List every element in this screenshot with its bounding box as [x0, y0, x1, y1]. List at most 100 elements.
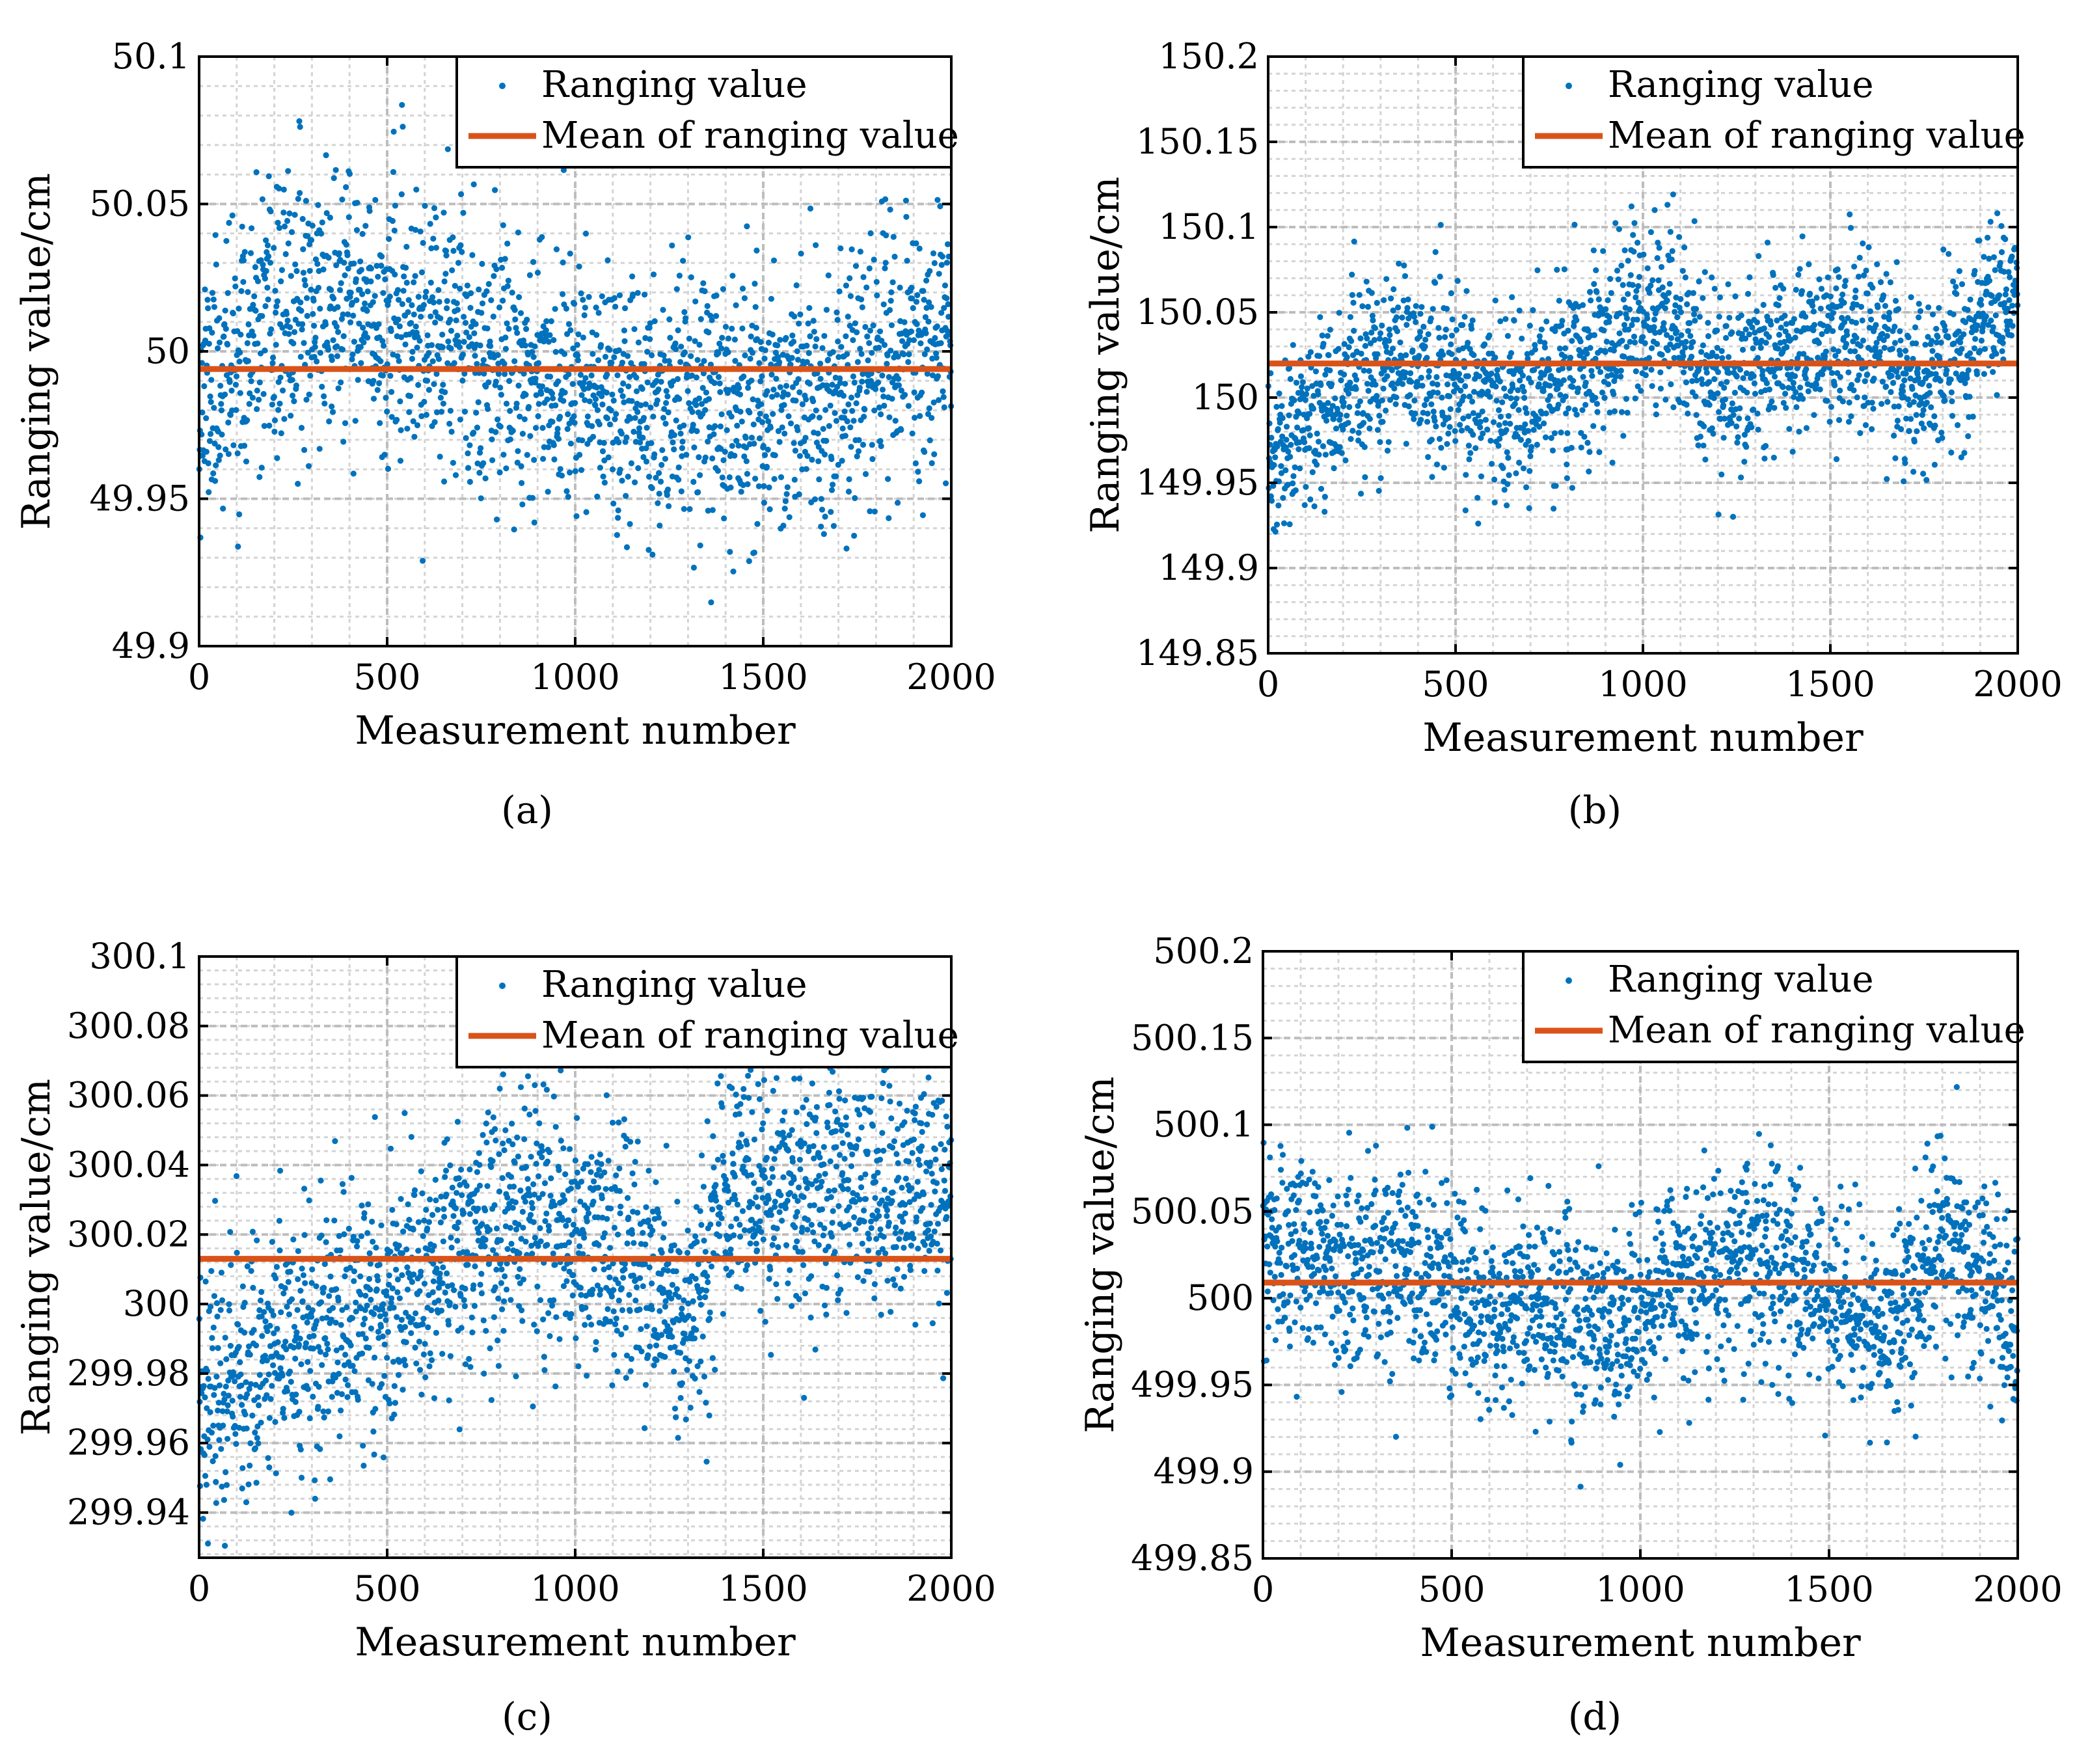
data-point: [1547, 383, 1553, 389]
data-point: [386, 1272, 392, 1279]
data-point: [1366, 425, 1373, 432]
data-point: [1458, 387, 1464, 394]
data-point: [1512, 401, 1518, 407]
data-point: [1936, 305, 1942, 311]
data-point: [428, 1357, 435, 1363]
data-point: [2008, 332, 2015, 339]
data-point: [611, 295, 618, 301]
data-point: [822, 407, 829, 413]
data-point: [1854, 394, 1860, 401]
data-point: [766, 506, 773, 513]
data-point: [529, 495, 536, 501]
data-point: [224, 290, 231, 296]
data-point: [1792, 373, 1798, 379]
data-point: [802, 435, 809, 441]
data-point: [1669, 248, 1675, 254]
data-point: [1715, 511, 1722, 518]
data-point: [360, 339, 367, 346]
data-point: [338, 280, 344, 286]
data-point: [2007, 274, 2013, 280]
data-point: [1932, 422, 1938, 429]
data-point: [828, 455, 835, 463]
data-point: [1564, 475, 1570, 482]
data-point: [351, 338, 358, 345]
data-point: [732, 358, 739, 364]
data-point: [1479, 408, 1485, 415]
data-point: [224, 1435, 231, 1442]
data-point: [688, 372, 696, 379]
data-point: [489, 436, 495, 442]
data-point: [227, 412, 234, 418]
data-point: [1338, 377, 1344, 384]
data-point: [516, 294, 522, 301]
data-point: [1405, 296, 1411, 303]
data-point: [1459, 321, 1466, 329]
data-point: [375, 273, 381, 280]
data-point: [1315, 391, 1322, 398]
data-point: [1780, 384, 1786, 390]
data-point: [225, 419, 232, 426]
data-point: [513, 325, 519, 331]
data-point: [427, 221, 433, 227]
data-point: [854, 329, 860, 336]
data-point: [1860, 240, 1866, 247]
data-point: [359, 291, 366, 297]
data-point: [418, 269, 426, 276]
data-point: [649, 352, 655, 359]
data-point: [432, 1176, 439, 1183]
data-point: [701, 358, 707, 364]
y-tick-label: 50: [145, 331, 190, 372]
data-point: [241, 442, 248, 449]
data-point: [495, 416, 501, 423]
data-point: [1920, 407, 1927, 414]
data-point: [1513, 470, 1519, 477]
data-point: [921, 297, 927, 303]
data-point: [498, 392, 505, 398]
data-point: [636, 425, 643, 431]
data-point: [1297, 373, 1304, 380]
data-point: [387, 293, 393, 300]
data-point: [838, 344, 845, 350]
data-point: [448, 1244, 455, 1251]
data-point: [1846, 400, 1852, 406]
data-point: [1404, 305, 1411, 311]
data-point: [391, 1411, 398, 1418]
data-point: [1706, 379, 1713, 385]
data-point: [360, 1321, 366, 1327]
data-point: [1642, 372, 1649, 379]
data-point: [305, 463, 312, 469]
data-point: [208, 377, 215, 383]
data-point: [1629, 282, 1636, 288]
data-point: [256, 474, 263, 480]
data-point: [258, 1419, 264, 1426]
data-point: [211, 1293, 217, 1299]
data-point: [370, 299, 376, 305]
data-point: [1899, 388, 1906, 394]
data-point: [664, 393, 671, 400]
data-point: [1600, 425, 1607, 431]
data-point: [862, 323, 869, 331]
data-point: [921, 351, 928, 358]
data-point: [1584, 351, 1590, 357]
data-point: [619, 478, 625, 484]
data-point: [871, 407, 878, 414]
data-point: [481, 370, 487, 377]
data-point: [1912, 324, 1919, 331]
data-point: [869, 349, 875, 356]
data-point: [759, 419, 766, 426]
data-point: [1700, 342, 1706, 349]
data-point: [299, 1266, 305, 1272]
data-point: [517, 413, 523, 420]
data-point: [917, 413, 923, 420]
data-point: [287, 1268, 293, 1275]
data-point: [267, 1322, 273, 1329]
data-point: [1379, 418, 1386, 425]
data-point: [254, 1237, 260, 1243]
data-point: [259, 1333, 265, 1339]
data-point: [360, 325, 366, 331]
data-point: [345, 1382, 351, 1389]
data-point: [543, 327, 549, 334]
data-point: [1347, 314, 1353, 320]
data-point: [248, 378, 254, 385]
data-point: [1268, 435, 1275, 441]
